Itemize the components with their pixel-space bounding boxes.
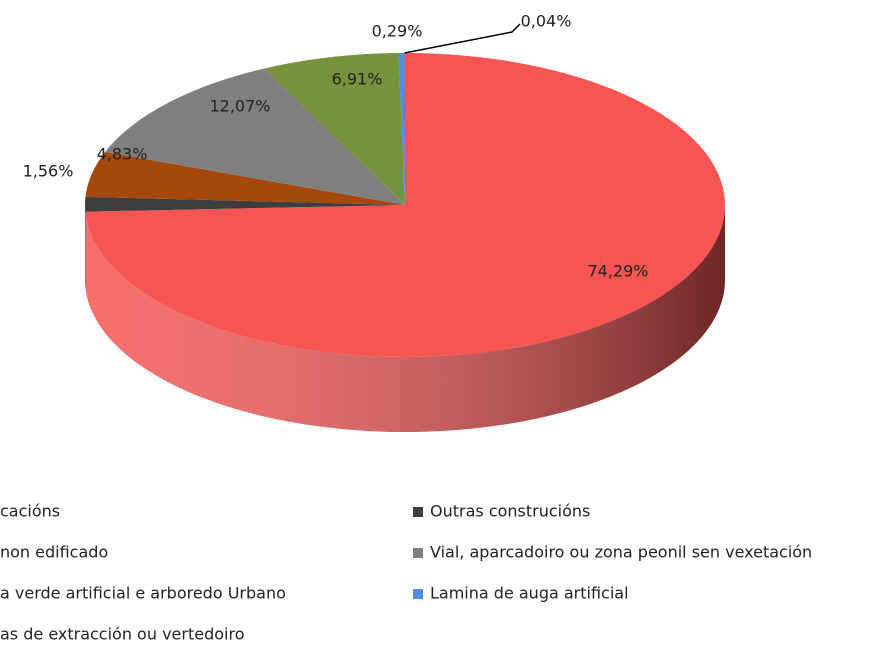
slice — [105, 68, 405, 205]
data-label: 0,04% — [521, 12, 572, 31]
data-label: 4,83% — [97, 145, 148, 164]
slice — [398, 53, 405, 205]
legend-label: non edificado — [0, 543, 108, 562]
legend-swatch — [413, 548, 423, 558]
legend-label: Lamina de auga artificial — [430, 584, 629, 603]
slice — [85, 151, 405, 205]
data-label: 1,56% — [23, 162, 74, 181]
data-label: 6,91% — [332, 70, 383, 89]
data-label: 12,07% — [209, 97, 270, 116]
slice — [264, 53, 405, 205]
data-label: 0,29% — [372, 22, 423, 41]
legend-label: a verde artificial e arboredo Urbano — [0, 584, 286, 603]
slice — [85, 53, 725, 357]
leader-line — [404, 23, 521, 54]
data-label: 74,29% — [587, 262, 648, 281]
legend-label: Outras construcións — [430, 502, 590, 521]
slice — [85, 196, 405, 212]
slice — [404, 53, 405, 205]
legend-swatch — [413, 589, 423, 599]
legend-label: cacións — [0, 502, 60, 521]
slice-side-shade — [85, 205, 725, 433]
legend-label: Vial, aparcadoiro ou zona peonil sen vex… — [430, 543, 812, 562]
legend-swatch — [413, 507, 423, 517]
legend-label: as de extracción ou vertedoiro — [0, 625, 244, 644]
